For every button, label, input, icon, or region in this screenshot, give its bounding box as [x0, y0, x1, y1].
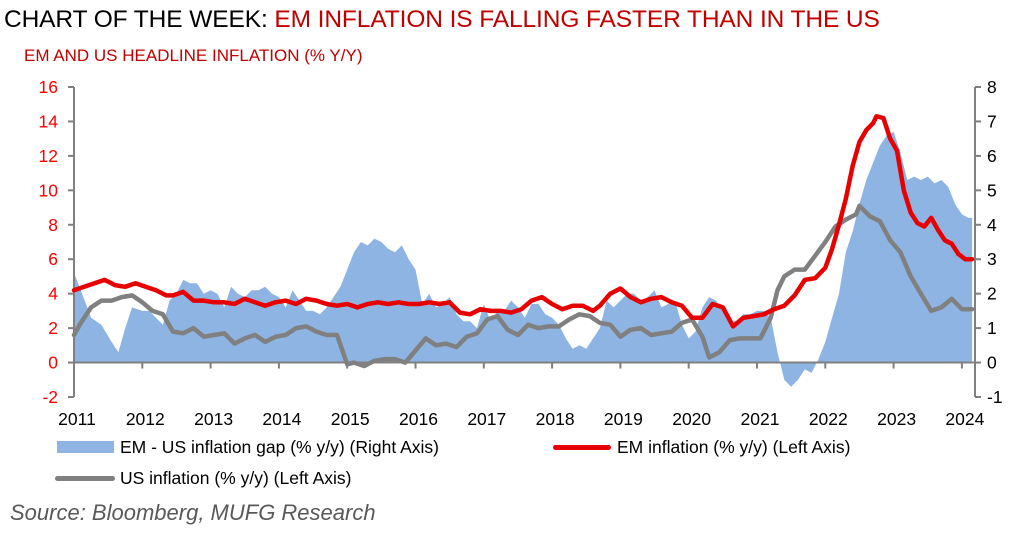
legend-label-gap: EM - US inflation gap (% y/y) (Right Axi… [120, 437, 439, 457]
source-note: Source: Bloomberg, MUFG Research [10, 500, 376, 525]
x-tick-label: 2020 [672, 409, 711, 429]
legend-label-us: US inflation (% y/y) (Left Axis) [120, 468, 352, 488]
axes [68, 86, 981, 398]
x-tick-label: 2019 [604, 409, 643, 429]
right-tick-label: 0 [987, 353, 997, 373]
x-tick-label: 2022 [809, 409, 848, 429]
legend-swatch-us [55, 476, 115, 481]
title-prefix: CHART OF THE WEEK: [4, 6, 275, 33]
x-tick-label: 2011 [58, 409, 96, 429]
left-tick-label: 10 [39, 180, 59, 200]
gap-area [74, 131, 973, 387]
x-tick-label: 2021 [741, 409, 780, 429]
right-tick-label: 3 [987, 249, 997, 269]
x-tick-label: 2015 [331, 409, 370, 429]
x-tick-label: 2014 [262, 409, 301, 429]
left-tick-label: 12 [39, 146, 58, 166]
x-tick-label: 2023 [877, 409, 916, 429]
legend-swatch-gap [57, 441, 114, 453]
left-tick-label: 6 [48, 249, 58, 269]
chart-subtitle: EM AND US HEADLINE INFLATION (% Y/Y) [24, 46, 363, 65]
x-tick-label: 2024 [945, 409, 984, 429]
left-tick-label: 2 [48, 318, 58, 338]
right-tick-label: -1 [987, 387, 1003, 407]
left-tick-label: -2 [42, 387, 58, 407]
legend-label-em: EM inflation (% y/y) (Left Axis) [617, 437, 851, 457]
x-tick-label: 2013 [194, 409, 233, 429]
x-tick-label: 2012 [126, 409, 165, 429]
gap-area-layer [74, 131, 973, 387]
left-tick-label: 8 [48, 215, 58, 235]
right-tick-label: 1 [987, 318, 997, 338]
right-tick-label: 6 [987, 146, 997, 166]
right-tick-label: 5 [987, 180, 997, 200]
left-tick-label: 16 [39, 77, 58, 97]
right-tick-label: 2 [987, 284, 997, 304]
us-inflation-line [71, 203, 975, 369]
em-inflation-line [71, 114, 975, 329]
left-tick-label: 0 [48, 353, 58, 373]
lines-layer [71, 114, 975, 369]
x-tick-label: 2017 [467, 409, 506, 429]
right-tick-label: 8 [987, 77, 997, 97]
legend-swatch-em [553, 445, 611, 450]
right-tick-label: 4 [987, 215, 997, 235]
title-highlight: EM INFLATION IS FALLING FASTER THAN IN T… [274, 6, 880, 33]
x-tick-label: 2016 [399, 409, 438, 429]
right-tick-label: 7 [987, 111, 997, 131]
x-tick-label: 2018 [536, 409, 575, 429]
left-tick-label: 4 [48, 284, 58, 304]
page-title: CHART OF THE WEEK: EM INFLATION IS FALLI… [4, 6, 880, 34]
left-tick-label: 14 [39, 111, 59, 131]
